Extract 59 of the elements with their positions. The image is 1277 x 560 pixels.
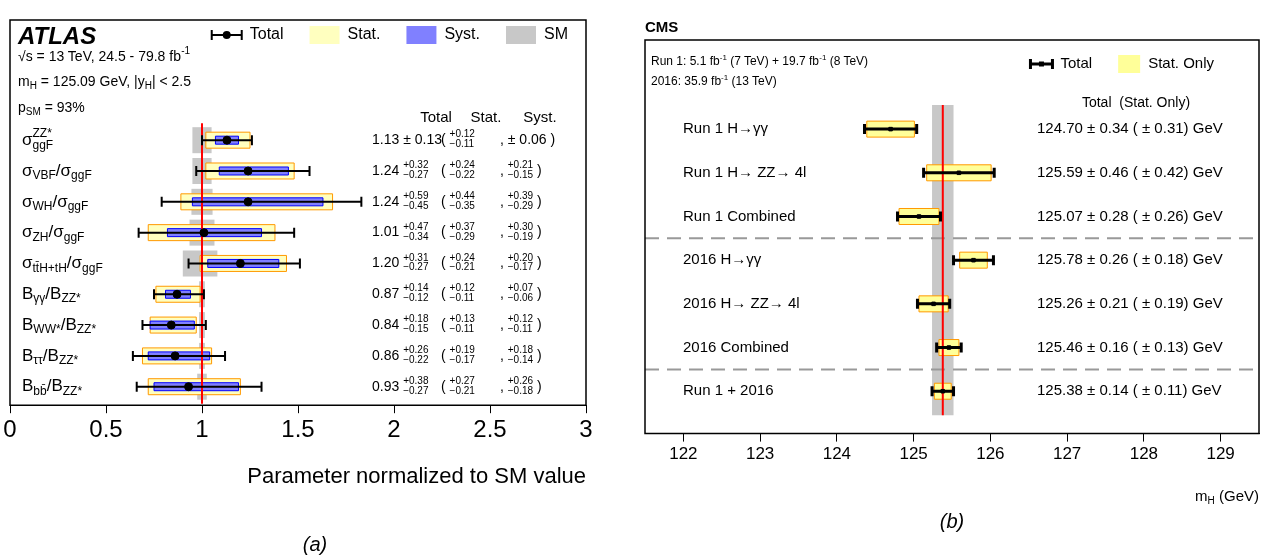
- annotation: 1.13 ± 0.13: [372, 131, 443, 148]
- point: [170, 351, 180, 361]
- y-tick-label: Run 1 Combined: [683, 206, 796, 224]
- text: (b): [939, 509, 965, 532]
- point: [888, 126, 893, 132]
- y-tick-label: 2016 H→γγ: [683, 250, 762, 268]
- point: [166, 320, 176, 330]
- annotation: , ± 0.06 ): [500, 131, 556, 148]
- annotation: 125.59 ± 0.46 ( ± 0.42) GeV: [1037, 162, 1223, 180]
- point: [916, 214, 922, 219]
- y-tick-label: 2016 H→ ZZ→ 4l: [683, 294, 800, 311]
- x-tick-label: 3: [579, 415, 593, 443]
- y-tick-label: 2016 Combined: [683, 337, 789, 355]
- legend-label: Stat.: [347, 25, 381, 43]
- annotation: Syst.: [523, 108, 557, 126]
- annotation: 125.26 ± 0.21 ( ± 0.19) GeV: [1037, 294, 1223, 311]
- annotation: Total: [420, 108, 452, 126]
- point: [235, 258, 245, 268]
- x-tick-label: 1.5: [281, 415, 315, 443]
- x-tick-label: 124: [822, 444, 852, 464]
- annotation: 125.07 ± 0.28 ( ± 0.26) GeV: [1037, 206, 1223, 224]
- x-tick-label: 128: [1129, 444, 1159, 464]
- point: [971, 257, 976, 263]
- x-tick-label: 127: [1052, 444, 1082, 464]
- chart-title: CMS: [645, 18, 679, 36]
- point: [172, 289, 182, 299]
- chart-title: ATLAS: [17, 21, 97, 49]
- point: [184, 382, 194, 392]
- y-tick-label: Run 1 H→γγ: [683, 119, 769, 137]
- legend-label: Total: [249, 25, 284, 43]
- x-tick-label: 0.5: [89, 415, 123, 443]
- y-tick-label: Run 1 + 2016: [683, 381, 774, 399]
- annotation: 125.78 ± 0.26 ( ± 0.18) GeV: [1037, 250, 1223, 268]
- x-tick-label: 125: [899, 444, 928, 464]
- x-tick-label: 126: [976, 444, 1005, 464]
- annotation: Stat.: [470, 108, 502, 126]
- point: [931, 301, 936, 307]
- legend-label: Syst.: [444, 25, 480, 43]
- x-tick-label: 2.5: [473, 415, 507, 443]
- legend-label: Stat. Only: [1148, 54, 1215, 72]
- x-tick-label: 2: [387, 415, 401, 443]
- x-tick-label: 1: [195, 415, 209, 443]
- x-axis-title: Parameter normalized to SM value: [247, 463, 586, 489]
- x-tick-label: 123: [745, 444, 775, 464]
- point: [956, 170, 962, 176]
- text: (a): [302, 532, 328, 555]
- legend-label: Total: [1060, 54, 1093, 72]
- annotation: 125.38 ± 0.14 ( ± 0.11) GeV: [1037, 381, 1222, 399]
- x-tick-label: 0: [3, 415, 17, 443]
- point: [243, 197, 253, 207]
- annotation: 124.70 ± 0.34 ( ± 0.31) GeV: [1037, 119, 1223, 137]
- y-tick-label: Run 1 H→ ZZ→ 4l: [683, 162, 807, 180]
- legend-label: SM: [544, 25, 568, 43]
- annotation: 125.46 ± 0.16 ( ± 0.13) GeV: [1037, 337, 1223, 355]
- x-tick-label: 129: [1206, 444, 1235, 464]
- x-tick-label: 122: [669, 444, 698, 464]
- annotation: Total (Stat. Only): [1081, 93, 1191, 110]
- point: [222, 135, 232, 145]
- point: [243, 166, 253, 176]
